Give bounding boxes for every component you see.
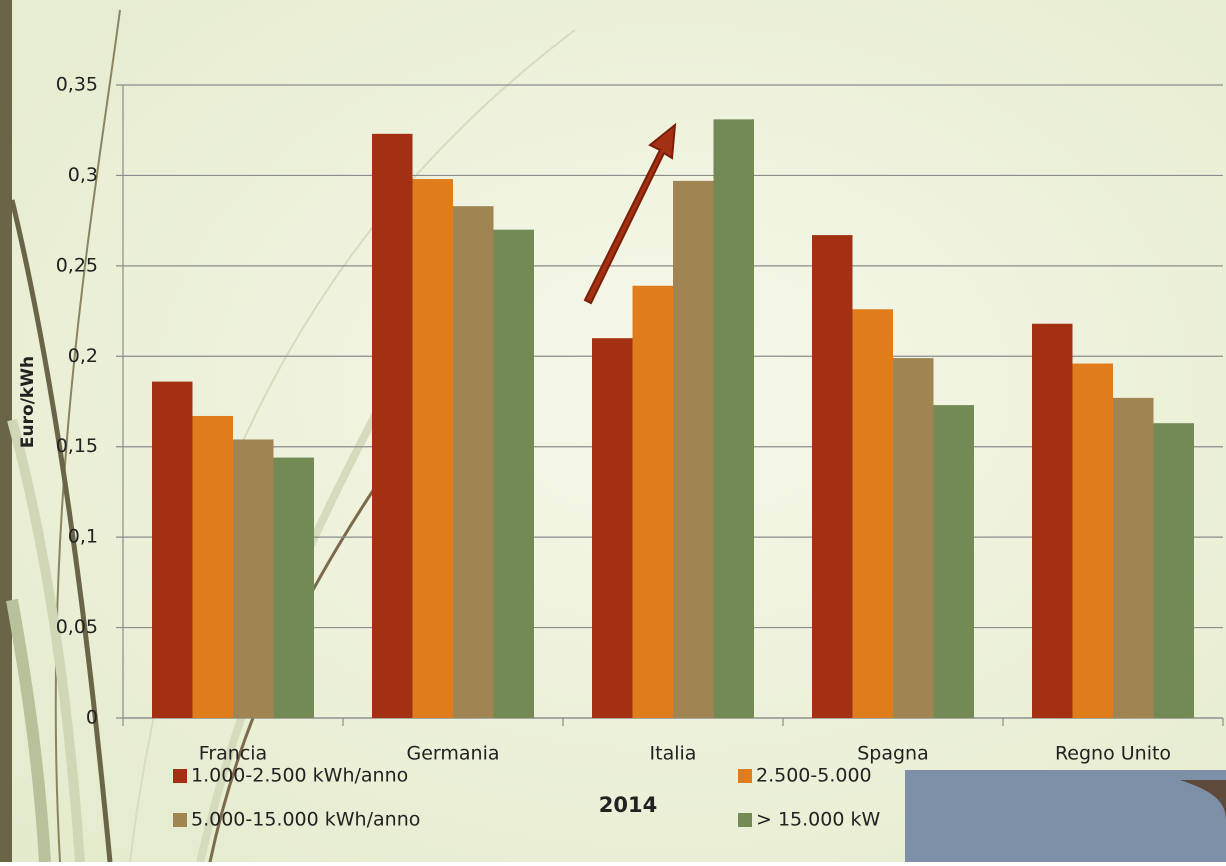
bar [933,405,974,718]
bar [453,206,494,718]
bar [273,457,314,718]
legend-swatch [173,769,187,783]
legend-label: 2.500-5.000 [756,765,872,787]
bar [713,119,754,718]
bar [1072,363,1113,718]
bar [192,415,233,718]
bar [1153,423,1194,718]
y-tick-label: 0,3 [68,164,98,186]
legend-swatch [738,813,752,827]
x-axis-title: 2014 [599,793,657,817]
x-tick-label: Italia [650,743,697,765]
bar [1032,323,1073,718]
y-tick-label: 0,15 [56,435,98,457]
bar [852,309,893,718]
bar [592,338,633,718]
bar [1113,397,1154,718]
legend-swatch [173,813,187,827]
legend-label: 5.000-15.000 kWh/anno [191,809,420,831]
bar [673,180,714,719]
side-stripe [0,0,12,862]
bar [893,358,934,718]
y-axis-title: Euro/kWh [18,356,38,448]
y-tick-label: 0 [86,707,98,729]
trend-arrow [583,122,677,305]
bar [632,285,673,718]
photo [905,770,1226,862]
legend-swatch [738,769,752,783]
y-tick-label: 0,2 [68,345,98,367]
plot: 0 0,05 0,1 0,15 0,2 0,25 0,3 0,35 Francia Germani… [56,74,1224,765]
legend-label: 1.000-2.500 kWh/anno [191,765,408,787]
bar [412,179,453,718]
x-tick-label: Germania [406,743,499,765]
bar [372,133,413,718]
y-tick-label: 0,05 [56,616,98,638]
bar [233,439,274,718]
legend-label: > 15.000 kW [756,809,880,831]
y-tick-label: 0,35 [56,74,98,96]
photo-detail [1180,780,1226,820]
x-tick-label: Regno Unito [1055,743,1171,765]
x-tick-label: Francia [199,743,267,765]
x-tick-label: Spagna [857,743,929,765]
bar [152,381,193,718]
bar [812,235,853,718]
y-tick-label: 0,25 [56,254,98,276]
legend: 1.000-2.500 kWh/anno 2.500-5.000 5.000-15.… [173,765,880,831]
bar [493,229,534,718]
y-tick-label: 0,1 [68,526,98,548]
